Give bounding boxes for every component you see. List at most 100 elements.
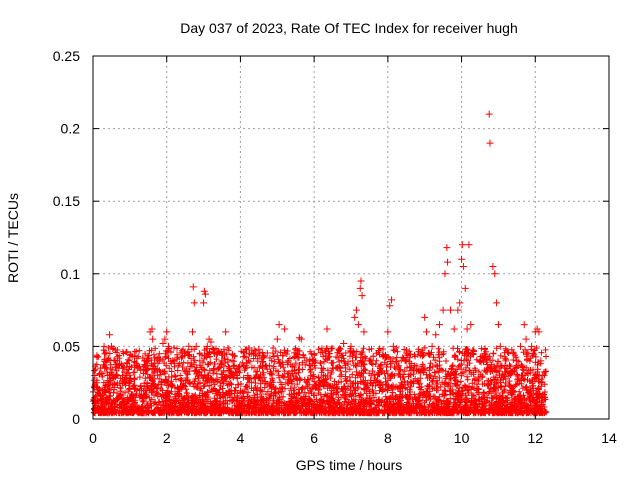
data-point bbox=[244, 371, 252, 379]
data-point bbox=[353, 306, 361, 314]
data-point bbox=[360, 328, 368, 336]
data-point bbox=[203, 342, 211, 350]
data-point bbox=[467, 321, 475, 329]
data-point bbox=[450, 325, 458, 333]
data-point bbox=[358, 292, 366, 300]
data-point bbox=[310, 350, 318, 358]
data-point bbox=[351, 313, 359, 321]
data-point bbox=[161, 335, 169, 343]
data-point bbox=[347, 342, 355, 350]
data-point bbox=[389, 342, 397, 350]
chart-title: Day 037 of 2023, Rate Of TEC Index for r… bbox=[180, 20, 517, 36]
data-point bbox=[410, 364, 418, 372]
data-point bbox=[155, 357, 163, 365]
data-point bbox=[170, 357, 178, 365]
y-tick-label: 0.15 bbox=[53, 193, 80, 209]
data-point bbox=[93, 379, 101, 387]
data-point bbox=[486, 139, 494, 147]
data-point bbox=[458, 255, 466, 263]
data-point bbox=[102, 350, 110, 358]
data-point bbox=[100, 342, 108, 350]
data-point bbox=[189, 283, 197, 291]
data-point bbox=[340, 339, 348, 347]
data-point bbox=[432, 331, 440, 339]
data-point bbox=[185, 342, 193, 350]
data-point bbox=[365, 357, 373, 365]
data-point bbox=[421, 313, 429, 321]
data-point bbox=[435, 321, 443, 329]
data-point bbox=[539, 371, 547, 379]
data-point bbox=[388, 296, 396, 304]
data-point bbox=[190, 299, 198, 307]
data-point bbox=[106, 331, 114, 339]
data-point bbox=[376, 364, 384, 372]
data-point bbox=[458, 241, 466, 249]
data-point bbox=[443, 244, 451, 252]
data-point bbox=[489, 263, 497, 271]
data-point bbox=[480, 357, 488, 365]
data-point bbox=[354, 321, 362, 329]
plot-frame bbox=[92, 55, 610, 420]
data-point bbox=[336, 350, 344, 358]
data-point bbox=[255, 345, 263, 353]
data-point bbox=[148, 325, 156, 333]
data-point bbox=[522, 335, 530, 343]
x-tick-label: 2 bbox=[163, 430, 171, 446]
data-point bbox=[537, 357, 545, 365]
data-point bbox=[384, 328, 392, 336]
data-point bbox=[517, 342, 525, 350]
data-point bbox=[196, 357, 204, 365]
data-point bbox=[318, 364, 326, 372]
y-axis-label: ROTI / TECUs bbox=[5, 193, 21, 283]
data-point bbox=[513, 357, 521, 365]
y-tick-label: 0 bbox=[72, 411, 80, 427]
x-tick-labels: 0 2 4 6 8 10 12 14 bbox=[89, 430, 617, 446]
data-point bbox=[493, 299, 501, 307]
data-point bbox=[266, 354, 274, 362]
data-point bbox=[439, 306, 447, 314]
data-point bbox=[459, 263, 467, 271]
data-point bbox=[386, 302, 394, 310]
data-point bbox=[284, 357, 292, 365]
data-point bbox=[357, 277, 365, 285]
data-point bbox=[454, 306, 462, 314]
data-point bbox=[303, 357, 311, 365]
data-point bbox=[192, 342, 200, 350]
data-point bbox=[491, 270, 499, 278]
data-point bbox=[292, 345, 300, 353]
data-point bbox=[329, 364, 337, 372]
data-point bbox=[222, 328, 230, 336]
data-point bbox=[281, 325, 289, 333]
data-point bbox=[275, 321, 283, 329]
x-tick-label: 14 bbox=[601, 430, 617, 446]
data-point bbox=[201, 290, 209, 298]
x-tick-label: 12 bbox=[527, 430, 543, 446]
data-point bbox=[218, 357, 226, 365]
data-point bbox=[520, 321, 528, 329]
data-point bbox=[524, 350, 532, 358]
x-axis-label: GPS time / hours bbox=[296, 457, 403, 473]
data-point bbox=[163, 328, 171, 336]
data-point bbox=[96, 364, 104, 372]
data-point bbox=[189, 328, 197, 336]
data-point bbox=[126, 374, 134, 382]
data-point bbox=[428, 342, 436, 350]
data-point bbox=[141, 357, 149, 365]
data-point bbox=[149, 335, 157, 343]
data-point bbox=[133, 364, 141, 372]
data-point bbox=[424, 350, 432, 358]
data-point bbox=[444, 258, 452, 266]
data-point bbox=[528, 342, 536, 350]
data-point bbox=[295, 334, 303, 342]
data-point bbox=[211, 350, 219, 358]
x-tick-label: 6 bbox=[310, 430, 318, 446]
data-point bbox=[323, 325, 331, 333]
data-point bbox=[465, 241, 473, 249]
data-cloud-markers bbox=[90, 344, 550, 417]
data-point bbox=[423, 328, 431, 336]
data-point bbox=[225, 364, 233, 372]
x-tick-label: 0 bbox=[89, 430, 97, 446]
data-point bbox=[325, 350, 333, 358]
y-tick-label: 0.2 bbox=[61, 121, 81, 137]
y-tick-label: 0.1 bbox=[61, 266, 81, 282]
